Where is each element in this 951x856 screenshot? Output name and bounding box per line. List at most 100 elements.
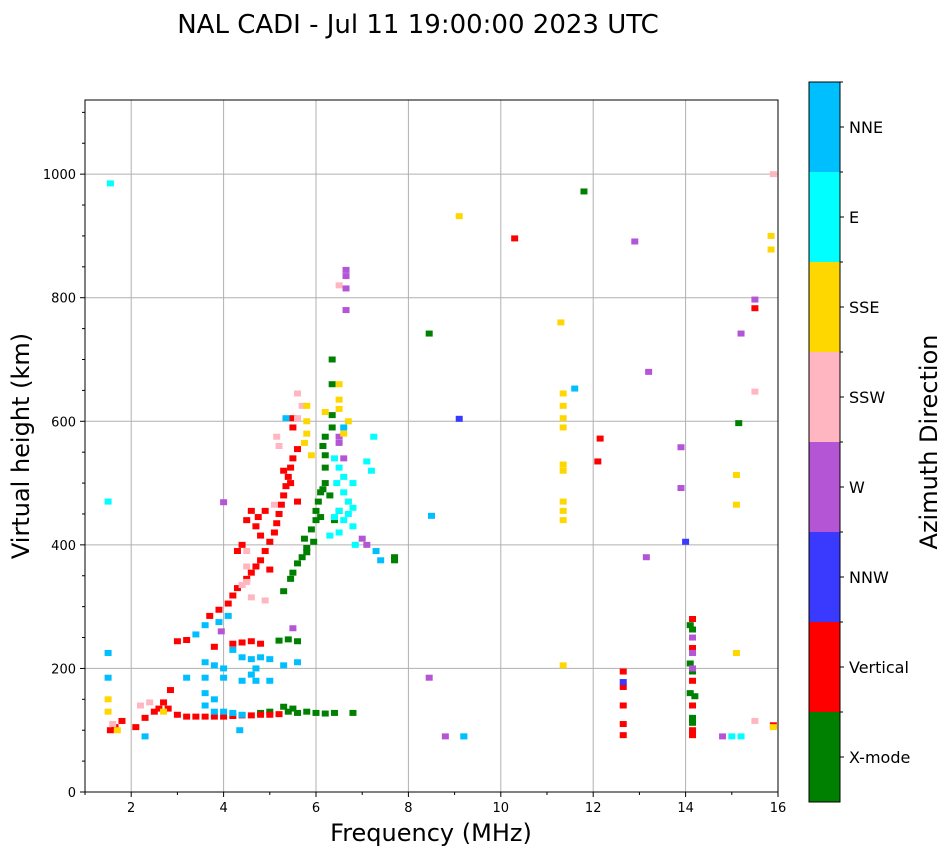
data-point-vertical [689,727,697,734]
colorbar-tick-label: X-mode [849,748,910,767]
data-point-ssw [247,594,255,601]
data-point-nne [252,665,260,672]
data-point-sse [160,708,168,715]
data-point-e [335,529,343,536]
data-point-w [342,285,350,292]
data-point-vertical [192,713,200,720]
data-point-nne [238,711,246,718]
data-point-x-mode [303,708,311,715]
data-point-nne [266,656,274,663]
colorbar-tick-label: NNW [849,568,889,587]
data-point-x-mode [391,554,399,561]
data-point-w [363,541,371,548]
data-point-vertical [229,592,237,599]
data-point-e [333,480,341,487]
data-point-nne [210,662,218,669]
data-point-vertical [252,563,260,570]
data-point-nne [104,674,112,681]
x-tick-label: 16 [770,801,787,816]
plot-area: 2 4 6 8 10 12 14 16 0 200 400 600 800 1000 [43,99,787,816]
data-point-w [689,634,697,641]
data-point-x-mode [307,526,315,533]
data-point-vertical [173,638,181,645]
data-point-sse [303,402,311,409]
data-point-x-mode [321,452,329,459]
data-point-vertical [238,541,246,548]
data-point-vertical [155,705,163,712]
data-point-ssw [243,578,251,585]
data-point-vertical [689,645,697,652]
data-point-vertical [689,732,697,739]
data-point-e [326,532,334,539]
data-point-vertical [619,721,627,728]
data-point-x-mode [303,544,311,551]
data-point-nne [192,631,200,638]
data-point-x-mode [328,424,336,431]
data-point-vertical [619,732,627,739]
data-point-x-mode [319,443,327,449]
data-point-nne [229,646,237,653]
data-point-vertical [229,713,237,720]
plot-frame [84,99,779,793]
data-point-ssw [238,582,246,589]
y-tick-label: 0 [68,786,76,801]
colorbar-segment [809,262,840,352]
data-point-x-mode [317,489,325,496]
data-point-ssw [298,402,306,409]
colorbar-segment [809,622,840,712]
x-tick-label: 14 [677,801,694,816]
data-point-vertical [280,467,288,474]
data-point-x-mode [689,668,697,675]
data-point-x-mode [689,714,697,721]
y-axis-label: Virtual height (km) [7,333,35,559]
data-point-x-mode [319,486,327,493]
data-point-ssw [146,699,154,706]
data-point-w [425,674,433,681]
data-point-vertical [282,483,290,490]
data-point-nne [238,654,246,661]
data-point-sse [557,319,565,326]
data-point-w [719,733,727,740]
data-point-vertical [150,708,158,715]
data-point-sse [335,405,343,412]
data-point-x-mode [280,588,288,595]
data-point-nnw [455,415,463,422]
data-point-nnw [682,538,690,545]
data-point-vertical [289,455,297,462]
data-point-x-mode [289,705,297,712]
data-point-vertical [275,711,283,718]
data-point-sse [732,649,740,656]
data-point-sse [104,696,112,703]
data-point-vertical [206,612,214,619]
data-point-vertical [252,523,260,530]
data-point-vertical [261,548,269,555]
data-point-x-mode [317,514,325,521]
data-point-nne [282,415,290,422]
x-tick-label: 2 [127,801,135,816]
data-point-nne [201,702,209,709]
data-point-vertical [289,424,297,431]
data-point-ssw [273,433,281,440]
data-point-e [340,473,348,480]
x-tick-label: 6 [312,801,320,816]
data-point-vertical [289,415,297,422]
data-point-x-mode [321,433,329,440]
data-point-nne [104,649,112,656]
data-point-e [335,464,343,471]
data-point-vertical [294,498,302,505]
colorbar-tick-label: SSE [849,298,879,317]
data-point-sse [559,415,567,422]
data-point-e [349,523,357,530]
data-point-sse [559,498,567,505]
colorbar-segment [809,82,840,172]
data-point-sse [767,246,775,253]
data-point-e [370,433,378,440]
data-point-vertical [173,711,181,718]
data-point-nne [372,548,380,555]
data-point-vertical [270,529,278,536]
data-point-vertical [111,724,119,731]
data-point-x-mode [691,693,699,700]
data-point-w [220,499,228,506]
data-point-vertical [287,464,295,471]
data-point-nne [141,733,149,740]
